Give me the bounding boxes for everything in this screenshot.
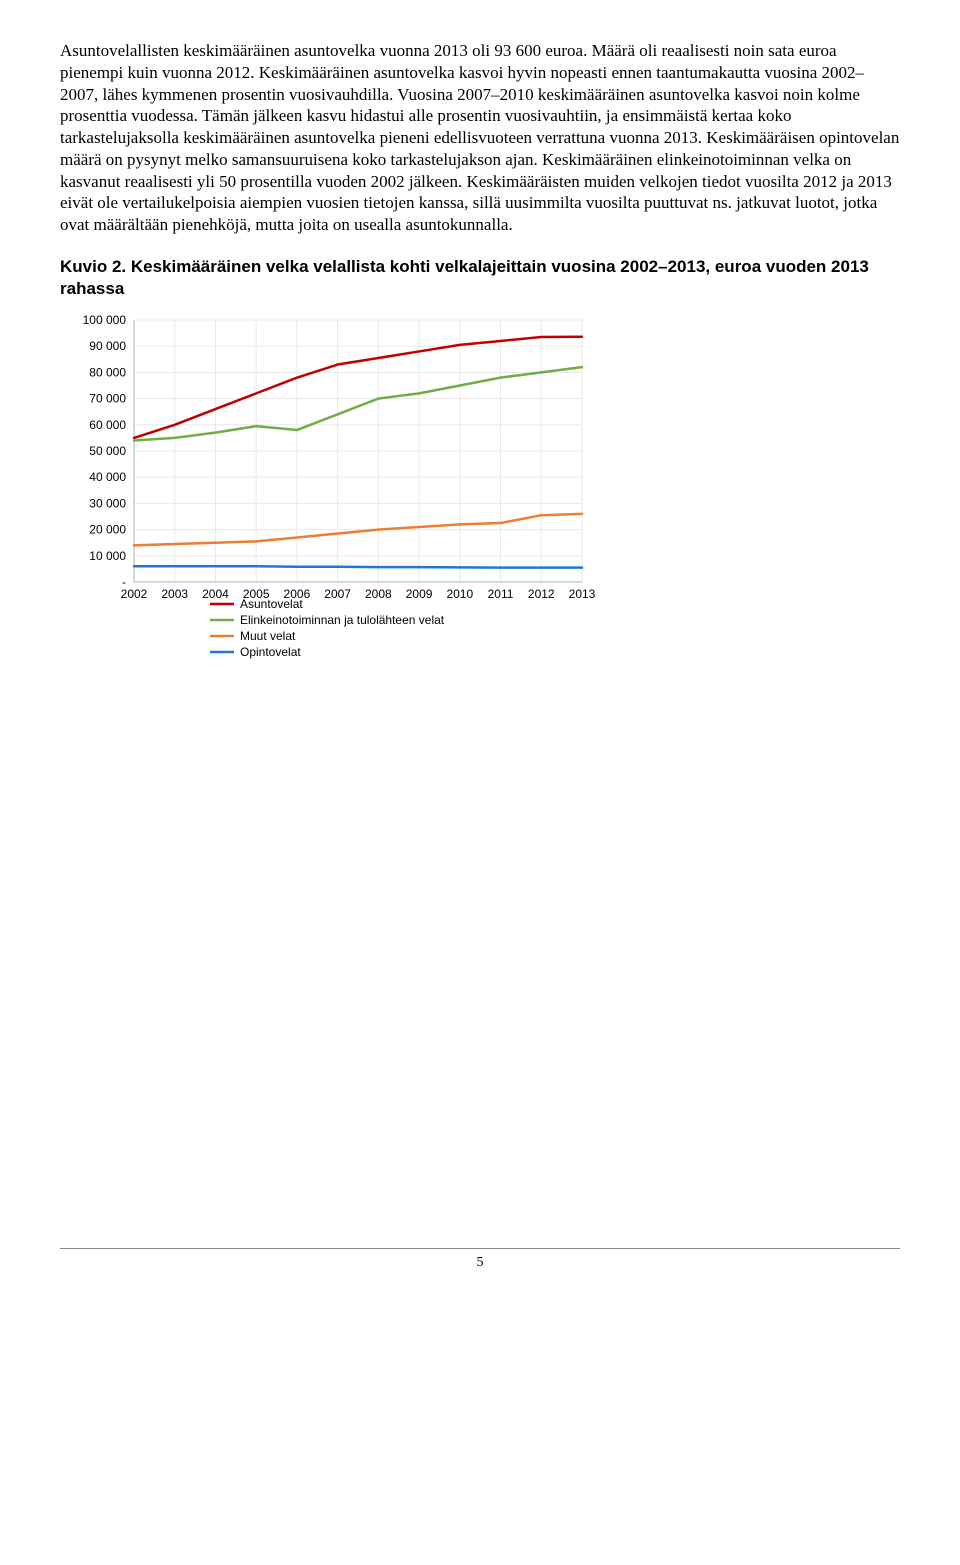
svg-text:30 000: 30 000 [89, 496, 126, 510]
svg-text:2003: 2003 [161, 587, 188, 601]
svg-text:70 000: 70 000 [89, 392, 126, 406]
svg-text:90 000: 90 000 [89, 339, 126, 353]
svg-text:Opintovelat: Opintovelat [240, 645, 301, 659]
svg-text:100 000: 100 000 [83, 313, 127, 327]
svg-text:60 000: 60 000 [89, 418, 126, 432]
line-chart-svg: -10 00020 00030 00040 00050 00060 00070 … [60, 308, 600, 688]
svg-text:50 000: 50 000 [89, 444, 126, 458]
svg-text:2011: 2011 [488, 587, 514, 601]
svg-text:40 000: 40 000 [89, 470, 126, 484]
svg-text:2013: 2013 [569, 587, 596, 601]
svg-text:2007: 2007 [324, 587, 351, 601]
svg-text:Elinkeinotoiminnan ja tuloläht: Elinkeinotoiminnan ja tulolähteen velat [240, 613, 445, 627]
page-number: 5 [60, 1248, 900, 1271]
svg-text:2010: 2010 [446, 587, 473, 601]
svg-text:Asuntovelat: Asuntovelat [240, 597, 303, 611]
svg-text:2008: 2008 [365, 587, 392, 601]
svg-text:2004: 2004 [202, 587, 229, 601]
svg-text:20 000: 20 000 [89, 523, 126, 537]
svg-text:2012: 2012 [528, 587, 555, 601]
svg-text:2009: 2009 [406, 587, 433, 601]
figure-title: Kuvio 2. Keskimääräinen velka velallista… [60, 256, 900, 300]
svg-text:2002: 2002 [121, 587, 148, 601]
debt-by-type-chart: -10 00020 00030 00040 00050 00060 00070 … [60, 308, 600, 688]
body-paragraph: Asuntovelallisten keskimääräinen asuntov… [60, 40, 900, 236]
svg-text:10 000: 10 000 [89, 549, 126, 563]
svg-text:80 000: 80 000 [89, 365, 126, 379]
svg-text:Muut velat: Muut velat [240, 629, 296, 643]
